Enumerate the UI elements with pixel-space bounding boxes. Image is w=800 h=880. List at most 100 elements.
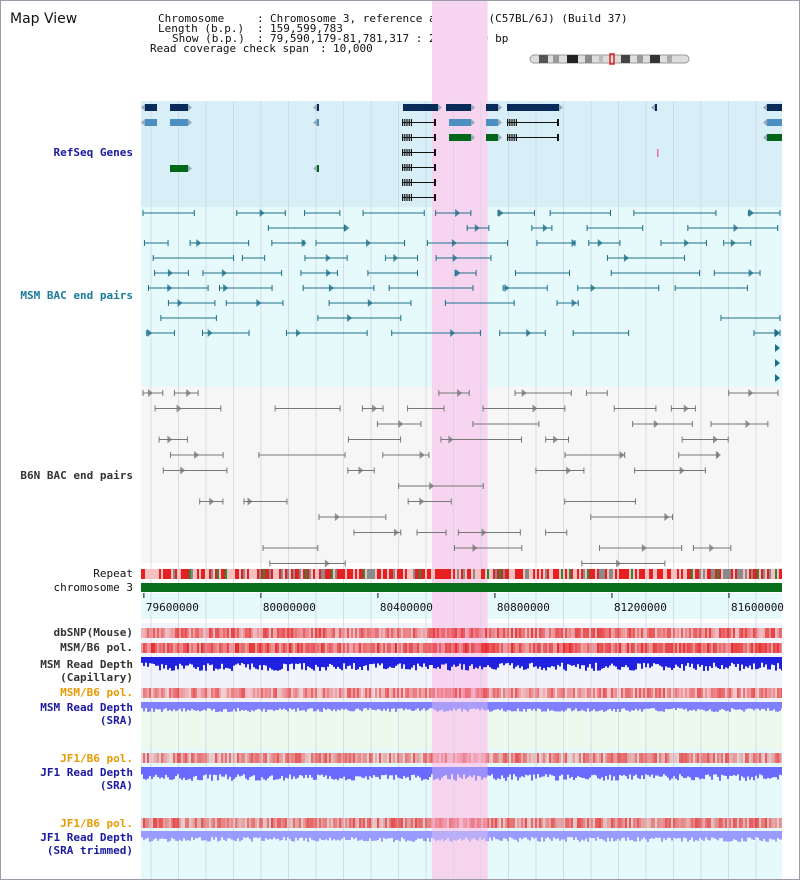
jf1-b6-pol-strip bbox=[197, 753, 199, 763]
jf1-b6-pol-trimmed-strip bbox=[423, 818, 425, 828]
repeat-block bbox=[473, 569, 475, 579]
jf1-depth-trimmed-bar bbox=[465, 831, 467, 838]
msm-b6-pol-strip bbox=[393, 643, 395, 653]
msm-b6-pol-strip bbox=[157, 643, 159, 653]
jf1-b6-pol-strip bbox=[661, 753, 663, 763]
jf1-depth-sra-bar bbox=[403, 767, 405, 777]
jf1-b6-pol-strip bbox=[311, 753, 313, 763]
dbsnp-strip bbox=[767, 628, 769, 638]
msm-depth-sra-bar bbox=[569, 702, 571, 709]
dbsnp-strip bbox=[341, 628, 343, 638]
jf1-b6-pol-trimmed-strip bbox=[405, 818, 407, 828]
jf1-b6-pol-label[interactable]: JF1/B6 pol. bbox=[60, 752, 133, 765]
msm-b6-pol-sra-strip bbox=[483, 688, 485, 698]
jf1-depth-trimmed-bar bbox=[195, 831, 197, 839]
msm-b6-pol-sra-strip bbox=[407, 688, 409, 698]
jf1-b6-pol-strip bbox=[493, 753, 495, 763]
msm-b6-pol-strip bbox=[769, 643, 771, 653]
msm-depth-capillary-bar bbox=[413, 657, 415, 666]
msm-depth-capillary-bar bbox=[385, 657, 387, 670]
dbsnp-track-label[interactable]: dbSNP(Mouse) bbox=[53, 626, 133, 639]
msm-b6-pol-strip bbox=[377, 643, 379, 653]
msm-depth-capillary-bar bbox=[439, 657, 441, 669]
repeat-track-label[interactable]: Repeat bbox=[93, 567, 133, 580]
jf1-b6-pol-trimmed-strip bbox=[301, 818, 303, 828]
refseq-track-label[interactable]: RefSeq Genes bbox=[53, 146, 133, 159]
msm-b6-pol-track-label[interactable]: MSM/B6 pol. bbox=[60, 641, 133, 654]
chromosome-track-label[interactable]: chromosome 3 bbox=[53, 581, 133, 594]
jf1-b6-pol-trimmed-strip bbox=[445, 818, 447, 828]
msm-b6-pol-strip bbox=[415, 643, 417, 653]
msm-b6-pol-sra-strip bbox=[549, 688, 551, 698]
jf1-b6-pol-trimmed-strip bbox=[739, 818, 741, 828]
msm-depth-capillary-bar bbox=[547, 657, 549, 668]
msm-depth-sra-bar bbox=[397, 702, 399, 709]
dbsnp-strip bbox=[573, 628, 575, 638]
msm-bac-pair-arrow bbox=[196, 239, 202, 247]
jf1-depth-sra-bar bbox=[601, 767, 603, 778]
msm-depth-capillary-bar bbox=[219, 657, 221, 669]
msm-depth-capillary-bar bbox=[151, 657, 153, 664]
repeat-block bbox=[555, 569, 557, 579]
jf1-depth-sra-bar bbox=[243, 767, 245, 775]
genome-tracks[interactable] bbox=[141, 1, 782, 880]
msm-depth-capillary-bar bbox=[279, 657, 281, 670]
dbsnp-strip bbox=[177, 628, 179, 638]
jf1-depth-sra-label[interactable]: JF1 Read Depth bbox=[40, 766, 133, 779]
jf1-b6-pol-strip bbox=[233, 753, 235, 763]
repeat-block bbox=[319, 569, 321, 579]
dbsnp-strip bbox=[747, 628, 749, 638]
msm-depth-sra-bar bbox=[437, 702, 439, 712]
msm-b6-pol-sra-strip bbox=[371, 688, 373, 698]
chromosome-ideogram[interactable] bbox=[529, 53, 691, 65]
jf1-b6-pol-trimmed-label[interactable]: JF1/B6 pol. bbox=[60, 817, 133, 830]
repeat-block bbox=[601, 569, 603, 579]
msm-b6-pol-strip bbox=[509, 643, 511, 653]
msm-depth-sra-bar bbox=[257, 702, 259, 709]
dbsnp-strip bbox=[387, 628, 389, 638]
msm-depth-sra-label[interactable]: MSM Read Depth bbox=[40, 701, 133, 714]
msm-depth-capillary-bar bbox=[765, 657, 767, 665]
jf1-depth-trimmed-bar bbox=[661, 831, 663, 842]
jf1-b6-pol-trimmed-strip bbox=[485, 818, 487, 828]
msm-depth-capillary-bar bbox=[639, 657, 641, 664]
jf1-b6-pol-trimmed-strip bbox=[549, 818, 551, 828]
jf1-b6-pol-trimmed-strip bbox=[357, 818, 359, 828]
jf1-b6-pol-strip bbox=[187, 753, 189, 763]
b6n-bac-pair-arrow bbox=[194, 451, 200, 459]
repeat-block bbox=[141, 569, 143, 579]
msm-depth-sra-bar bbox=[355, 702, 357, 710]
b6n-bac-track-label[interactable]: B6N BAC end pairs bbox=[20, 469, 133, 482]
jf1-b6-pol-trimmed-strip bbox=[483, 818, 485, 828]
jf1-depth-trimmed-bar bbox=[353, 831, 355, 839]
jf1-depth-trimmed-label[interactable]: JF1 Read Depth bbox=[40, 831, 133, 844]
repeat-block bbox=[159, 569, 161, 579]
msm-depth-sra-bar bbox=[731, 702, 733, 709]
msm-b6-pol-sra-strip bbox=[213, 688, 215, 698]
length-label: Length (b.p.) bbox=[158, 22, 245, 35]
msm-depth-sra-bar bbox=[293, 702, 295, 709]
msm-depth-capillary-bar bbox=[271, 657, 273, 670]
msm-depth-sra-bar bbox=[343, 702, 345, 710]
jf1-depth-sra-bar bbox=[757, 767, 759, 779]
repeat-block bbox=[395, 569, 397, 579]
jf1-b6-pol-trimmed-strip bbox=[755, 818, 757, 828]
jf1-b6-pol-strip bbox=[717, 753, 719, 763]
msm-b6-pol-sra-strip bbox=[527, 688, 529, 698]
jf1-depth-trimmed-bar bbox=[341, 831, 343, 839]
repeat-block bbox=[501, 569, 503, 579]
msm-depth-sra-bar bbox=[675, 702, 677, 711]
msm-b6-pol-sra-label[interactable]: MSM/B6 pol. bbox=[60, 686, 133, 699]
msm-b6-pol-sra-strip bbox=[173, 688, 175, 698]
msm-depth-sra-bar bbox=[771, 702, 773, 711]
dbsnp-strip bbox=[521, 628, 523, 638]
msm-b6-pol-sra-strip bbox=[751, 688, 753, 698]
dbsnp-strip bbox=[627, 628, 629, 638]
msm-depth-capillary-label[interactable]: MSM Read Depth bbox=[40, 658, 133, 671]
msm-depth-sra-bar bbox=[543, 702, 545, 712]
msm-b6-pol-strip bbox=[441, 643, 443, 653]
msm-bac-track-label[interactable]: MSM BAC end pairs bbox=[20, 289, 133, 302]
jf1-depth-sra-bar bbox=[569, 767, 571, 779]
msm-depth-capillary-bar bbox=[301, 657, 303, 670]
msm-b6-pol-strip bbox=[481, 643, 483, 653]
